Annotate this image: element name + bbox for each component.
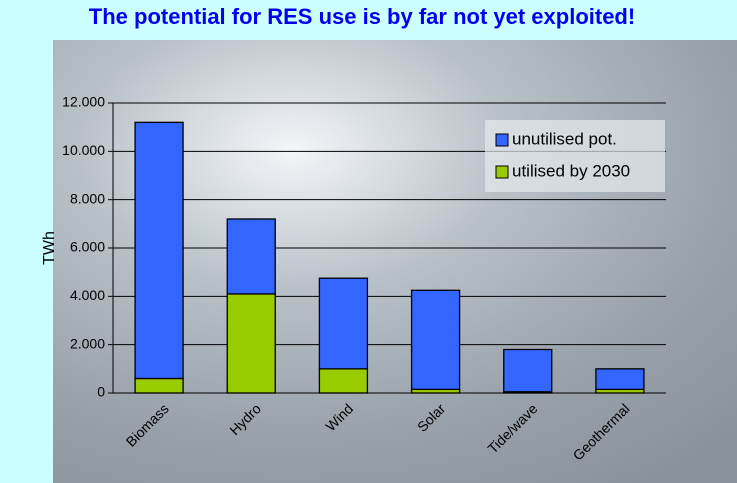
y-tick-label: 10.000	[62, 142, 105, 158]
bar-segment	[410, 289, 461, 391]
legend-swatch	[495, 133, 509, 147]
bar-segment	[595, 368, 645, 391]
bar-segment	[134, 377, 184, 394]
bar-segment	[318, 368, 369, 394]
y-tick-label: 8.000	[70, 190, 105, 206]
y-tick-label: 6.000	[70, 239, 105, 255]
bar-segment	[318, 277, 369, 370]
legend-swatch	[495, 165, 509, 179]
y-tick-label: 12.000	[62, 94, 105, 110]
bar-segment	[226, 293, 276, 394]
y-tick-label: 2.000	[70, 335, 105, 351]
chart-title: The potential for RES use is by far not …	[89, 4, 635, 29]
bar-segment	[134, 121, 184, 380]
y-axis-label: TWh	[41, 231, 58, 265]
bar-segment	[226, 218, 276, 295]
bar-segment	[503, 348, 553, 393]
y-tick-label: 0	[97, 384, 105, 400]
legend-label: unutilised pot.	[512, 129, 617, 148]
legend-box	[485, 120, 665, 192]
legend-label: utilised by 2030	[512, 161, 630, 180]
y-tick-label: 4.000	[70, 287, 105, 303]
